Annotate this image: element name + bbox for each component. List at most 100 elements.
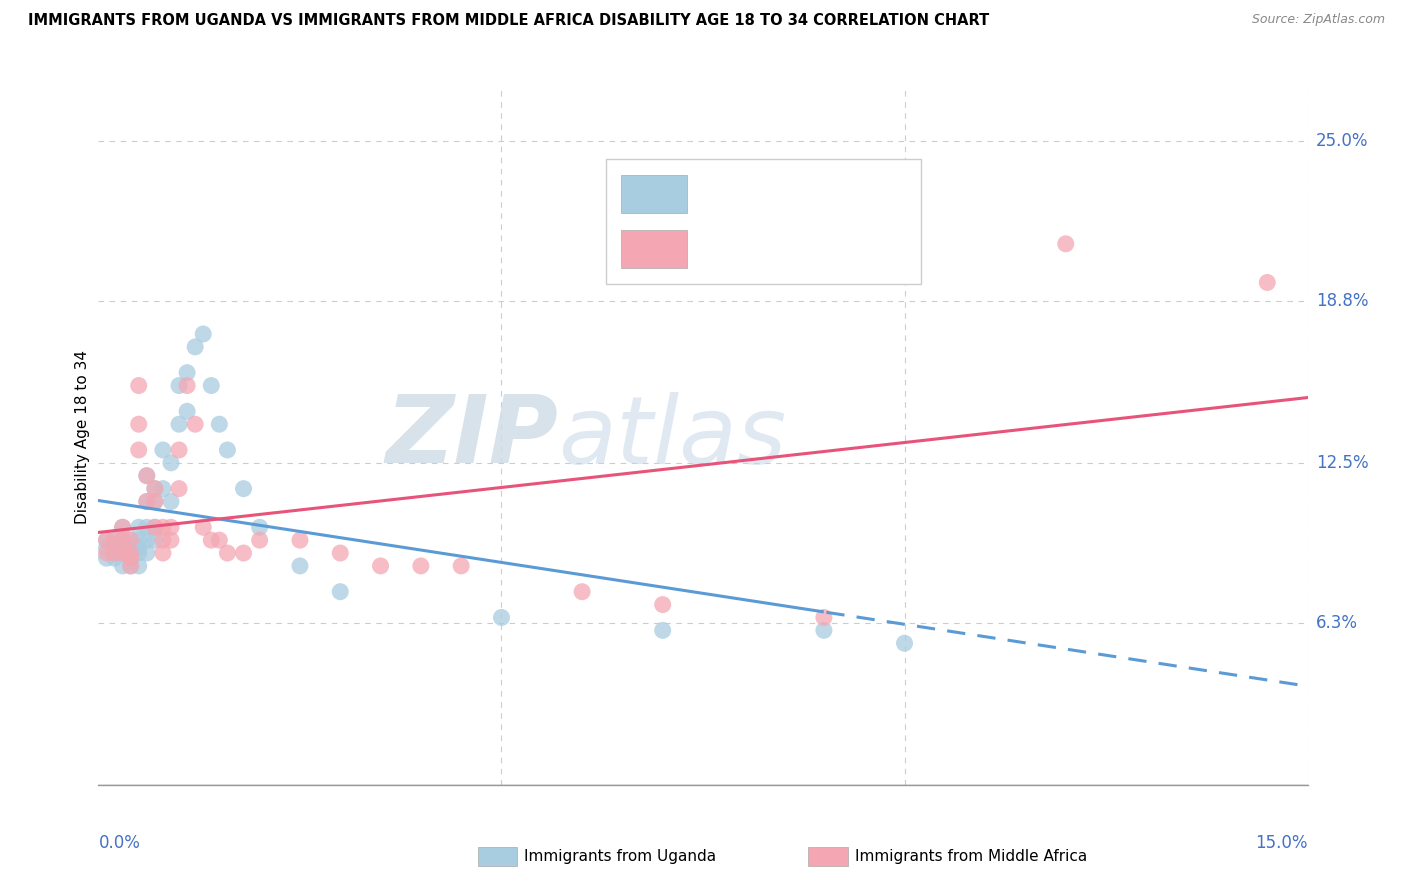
Point xyxy=(143,520,166,534)
Text: 12.5%: 12.5% xyxy=(1316,454,1368,472)
Point xyxy=(249,533,271,548)
Point xyxy=(176,404,198,418)
Point xyxy=(128,541,150,555)
Point xyxy=(232,482,254,496)
Point xyxy=(128,378,150,392)
Point xyxy=(120,533,142,548)
Point xyxy=(232,546,254,560)
Point xyxy=(128,442,150,457)
Point xyxy=(651,624,673,638)
Point xyxy=(176,366,198,380)
Point xyxy=(111,558,134,573)
Point xyxy=(135,546,157,560)
Point xyxy=(143,520,166,534)
Point xyxy=(200,533,222,548)
Point xyxy=(651,598,673,612)
Point xyxy=(208,417,231,432)
Point xyxy=(450,558,472,573)
Point xyxy=(152,520,174,534)
Point xyxy=(893,636,915,650)
Point xyxy=(135,533,157,548)
Text: ZIP: ZIP xyxy=(385,391,558,483)
Bar xyxy=(621,175,688,213)
Point xyxy=(120,546,142,560)
Point xyxy=(143,494,166,508)
Point xyxy=(128,520,150,534)
Point xyxy=(160,533,183,548)
Point xyxy=(103,546,125,560)
Point xyxy=(103,533,125,548)
Point xyxy=(370,558,392,573)
Point xyxy=(111,533,134,548)
Point xyxy=(103,533,125,548)
Point xyxy=(167,378,190,392)
Point xyxy=(96,551,118,566)
Text: IMMIGRANTS FROM UGANDA VS IMMIGRANTS FROM MIDDLE AFRICA DISABILITY AGE 18 TO 34 : IMMIGRANTS FROM UGANDA VS IMMIGRANTS FRO… xyxy=(28,13,990,29)
Text: 0.0%: 0.0% xyxy=(98,834,141,852)
Point xyxy=(200,378,222,392)
Point xyxy=(135,494,157,508)
Point xyxy=(111,546,134,560)
Point xyxy=(288,533,311,548)
Point xyxy=(193,326,215,341)
Text: Source: ZipAtlas.com: Source: ZipAtlas.com xyxy=(1251,13,1385,27)
Point xyxy=(120,541,142,555)
Point xyxy=(160,494,183,508)
Point xyxy=(176,378,198,392)
Point xyxy=(152,533,174,548)
Point xyxy=(813,624,835,638)
Text: 15.0%: 15.0% xyxy=(1256,834,1308,852)
Point xyxy=(167,442,190,457)
Y-axis label: Disability Age 18 to 34: Disability Age 18 to 34 xyxy=(75,350,90,524)
Point xyxy=(103,551,125,566)
Point xyxy=(111,520,134,534)
Point xyxy=(217,546,239,560)
Point xyxy=(120,558,142,573)
Point xyxy=(120,551,142,566)
Point xyxy=(120,558,142,573)
Point xyxy=(184,340,207,354)
Point xyxy=(160,456,183,470)
Text: R = 0.297: R = 0.297 xyxy=(699,240,783,258)
Point xyxy=(1054,236,1077,251)
Text: N = 44: N = 44 xyxy=(832,240,894,258)
Point xyxy=(329,546,352,560)
Point xyxy=(1256,276,1278,290)
Text: N = 52: N = 52 xyxy=(832,185,894,202)
Point xyxy=(160,520,183,534)
Text: 6.3%: 6.3% xyxy=(1316,614,1358,632)
Text: 25.0%: 25.0% xyxy=(1316,132,1368,150)
Point xyxy=(111,546,134,560)
Point xyxy=(152,442,174,457)
Point xyxy=(96,546,118,560)
Point xyxy=(96,533,118,548)
Point xyxy=(208,533,231,548)
Bar xyxy=(621,230,688,268)
Point xyxy=(135,468,157,483)
Text: atlas: atlas xyxy=(558,392,786,483)
Point xyxy=(128,417,150,432)
Point xyxy=(96,541,118,555)
Point xyxy=(128,558,150,573)
Point xyxy=(571,584,593,599)
Point xyxy=(288,558,311,573)
Text: 18.8%: 18.8% xyxy=(1316,292,1368,310)
Text: Immigrants from Uganda: Immigrants from Uganda xyxy=(524,849,717,863)
Point xyxy=(120,551,142,566)
Point xyxy=(120,533,142,548)
Point xyxy=(103,541,125,555)
Point xyxy=(143,482,166,496)
Point xyxy=(111,520,134,534)
Point xyxy=(193,520,215,534)
Point xyxy=(184,417,207,432)
Point xyxy=(111,533,134,548)
Point xyxy=(167,417,190,432)
Text: Immigrants from Middle Africa: Immigrants from Middle Africa xyxy=(855,849,1087,863)
Point xyxy=(128,533,150,548)
FancyBboxPatch shape xyxy=(606,159,921,284)
Point xyxy=(813,610,835,624)
Point xyxy=(143,494,166,508)
Point xyxy=(128,546,150,560)
Point xyxy=(143,533,166,548)
Text: R = 0.039: R = 0.039 xyxy=(699,185,783,202)
